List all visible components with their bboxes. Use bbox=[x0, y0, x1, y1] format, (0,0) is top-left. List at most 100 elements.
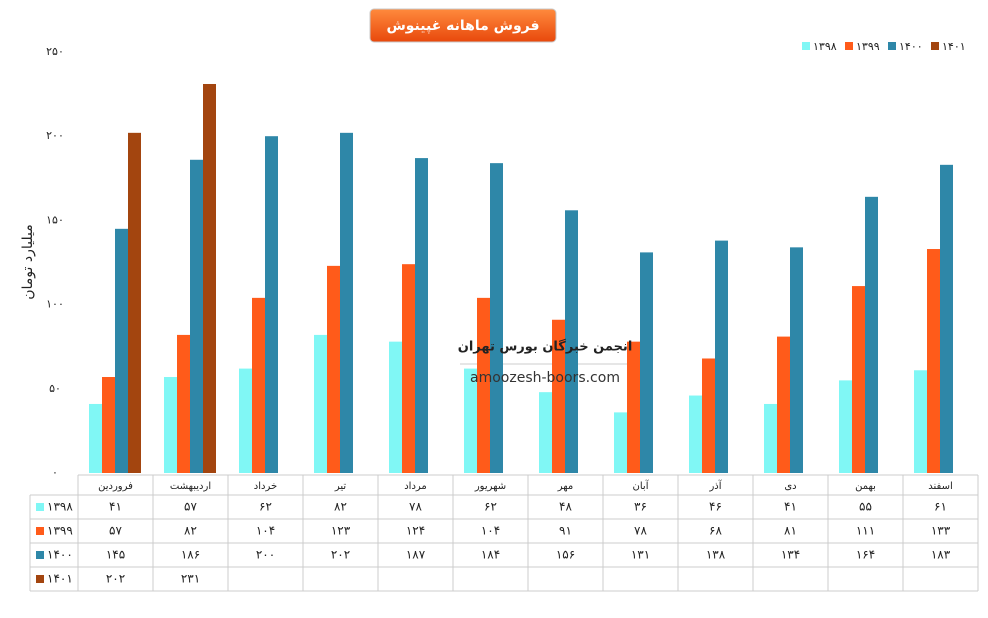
x-tick-label: مرداد bbox=[404, 481, 427, 492]
y-tick-label: ۲۵۰ bbox=[46, 45, 64, 58]
table-value: ۱۸۶ bbox=[181, 548, 200, 562]
table-value: ۱۳۸ bbox=[706, 548, 726, 562]
table-legend-swatch bbox=[36, 551, 44, 559]
bar bbox=[115, 228, 128, 473]
bar bbox=[389, 341, 402, 473]
bar bbox=[265, 136, 278, 473]
bar bbox=[164, 377, 177, 473]
x-tick-label: شهریور bbox=[474, 481, 506, 492]
legend-label: ۱۳۹۹ bbox=[856, 40, 880, 53]
table-value: ۱۵۶ bbox=[556, 548, 575, 562]
table-value: ۴۱ bbox=[784, 500, 797, 514]
chart-title: فروش ماهانه غپینوش bbox=[386, 18, 539, 34]
bar bbox=[764, 403, 777, 473]
bar bbox=[102, 377, 115, 473]
table-value: ۸۲ bbox=[184, 524, 197, 538]
table-value: ۵۵ bbox=[859, 500, 872, 514]
table-value: ۶۲ bbox=[484, 500, 497, 514]
watermark-title: انجمن خبرگان بورس تهران bbox=[458, 339, 633, 355]
bar bbox=[927, 249, 940, 473]
bar bbox=[464, 368, 477, 473]
bar bbox=[865, 196, 878, 473]
table-value: ۱۸۴ bbox=[481, 548, 500, 562]
table-legend-swatch bbox=[36, 575, 44, 583]
bar bbox=[852, 286, 865, 473]
watermark-url: amoozesh-boors.com bbox=[470, 370, 620, 386]
legend-swatch bbox=[802, 42, 810, 50]
table-value: ۸۱ bbox=[784, 524, 797, 538]
table-value: ۶۸ bbox=[709, 524, 722, 538]
bar bbox=[340, 132, 353, 473]
table-value: ۱۸۷ bbox=[406, 548, 426, 562]
table-legend-swatch bbox=[36, 503, 44, 511]
table-series-label: ۱۳۹۸ bbox=[47, 500, 73, 514]
table-value: ۶۲ bbox=[259, 500, 272, 514]
table-value: ۱۸۳ bbox=[931, 548, 951, 562]
x-tick-label: آذر bbox=[708, 479, 722, 492]
bar bbox=[89, 403, 102, 473]
table-series-label: ۱۳۹۹ bbox=[47, 524, 73, 538]
table-value: ۴۶ bbox=[709, 500, 722, 514]
table-value: ۲۳۱ bbox=[181, 572, 200, 586]
table-series-label: ۱۴۰۰ bbox=[47, 548, 73, 562]
table-value: ۱۲۴ bbox=[406, 524, 425, 538]
x-tick-label: دی bbox=[784, 481, 796, 492]
legend-label: ۱۳۹۸ bbox=[813, 40, 837, 53]
bar bbox=[565, 210, 578, 473]
table-series-label: ۱۴۰۱ bbox=[47, 572, 73, 586]
x-tick-label: خرداد bbox=[254, 481, 277, 492]
table-value: ۱۳۴ bbox=[781, 548, 800, 562]
y-tick-label: ۲۰۰ bbox=[46, 129, 64, 142]
table-value: ۱۴۵ bbox=[106, 548, 125, 562]
y-tick-label: ۱۵۰ bbox=[46, 213, 64, 226]
x-tick-label: بهمن bbox=[855, 481, 876, 492]
legend-label: ۱۴۰۱ bbox=[942, 40, 966, 53]
table-value: ۳۶ bbox=[634, 500, 647, 514]
table-value: ۴۸ bbox=[559, 500, 572, 514]
bar bbox=[839, 380, 852, 473]
table-value: ۲۰۲ bbox=[331, 548, 350, 562]
table-value: ۲۰۲ bbox=[106, 572, 125, 586]
legend-swatch bbox=[845, 42, 853, 50]
bar bbox=[177, 334, 190, 473]
x-tick-label: اردیبهشت bbox=[170, 481, 211, 492]
table-value: ۸۲ bbox=[334, 500, 347, 514]
bar bbox=[415, 158, 428, 474]
bar bbox=[715, 240, 728, 473]
bar bbox=[203, 83, 216, 473]
bar bbox=[252, 297, 265, 473]
y-tick-label: ۱۰۰ bbox=[46, 298, 64, 311]
bar bbox=[627, 341, 640, 473]
bar bbox=[790, 247, 803, 473]
title-box bbox=[369, 8, 557, 43]
bar bbox=[640, 252, 653, 473]
table-value: ۹۱ bbox=[559, 524, 572, 538]
bar bbox=[402, 264, 415, 473]
bar bbox=[539, 392, 552, 473]
x-tick-label: فروردین bbox=[98, 481, 133, 492]
legend-swatch bbox=[888, 42, 896, 50]
table-value: ۲۰۰ bbox=[256, 548, 275, 562]
y-tick-label: ۵۰ bbox=[49, 382, 61, 395]
table-value: ۴۱ bbox=[109, 500, 122, 514]
table-value: ۷۸ bbox=[409, 500, 422, 514]
table-value: ۱۰۴ bbox=[256, 524, 275, 538]
table-value: ۱۱۱ bbox=[856, 524, 875, 538]
bar bbox=[490, 163, 503, 474]
table-value: ۱۳۱ bbox=[631, 548, 650, 562]
table-value: ۵۷ bbox=[109, 524, 122, 538]
x-tick-label: آبان bbox=[633, 479, 650, 492]
table-value: ۱۳۳ bbox=[931, 524, 951, 538]
x-tick-label: اسفند bbox=[928, 481, 952, 492]
legend-label: ۱۴۰۰ bbox=[899, 40, 923, 53]
x-tick-label: تیر bbox=[334, 481, 347, 492]
bar bbox=[777, 336, 790, 473]
table-legend-swatch bbox=[36, 527, 44, 535]
bar bbox=[689, 395, 702, 473]
y-tick-label: ۰ bbox=[52, 466, 58, 479]
bar bbox=[128, 132, 141, 473]
bar bbox=[940, 164, 953, 473]
table-value: ۱۲۳ bbox=[331, 524, 351, 538]
bar bbox=[239, 368, 252, 473]
table-value: ۶۱ bbox=[934, 500, 947, 514]
